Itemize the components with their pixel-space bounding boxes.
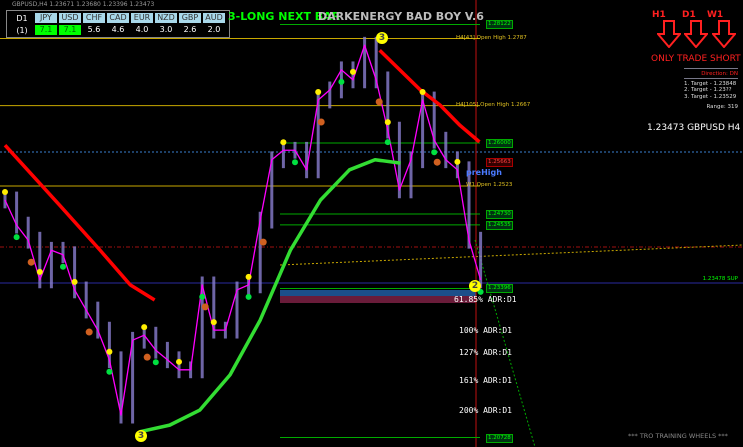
strength-usd: 7.1 [59, 25, 81, 35]
signal-dot-yellow [71, 278, 78, 285]
currency-eur: EUR [131, 13, 153, 23]
signal-dot-orange [259, 238, 267, 246]
signal-dot-yellow [280, 139, 287, 146]
adr-161: 161% ADR:D1 [459, 376, 512, 385]
trend-label-d1: D1 [682, 10, 696, 20]
signal-dot-orange [433, 158, 441, 166]
target-1: 1. Target - 1.23848 [684, 80, 737, 87]
timeframe-label: D1 [16, 13, 28, 23]
signal-dot-yellow [384, 119, 391, 126]
level-label: 1.20728 [486, 433, 513, 443]
signal-dot-green [384, 139, 391, 146]
signal-dot-yellow [454, 158, 461, 165]
signal-dot-yellow [36, 268, 43, 275]
bar-count-current: 2 [469, 280, 481, 292]
arrow-down-icon [657, 20, 681, 48]
bar-count-top: 3 [376, 32, 388, 44]
signal-dot-orange [27, 258, 35, 266]
strength-aud: 2.0 [207, 25, 221, 34]
level-label: 1.25663 [486, 157, 513, 167]
signal-dot-green [13, 234, 20, 241]
signal-dot-yellow [176, 358, 182, 365]
signal-dot-green [245, 293, 252, 300]
signal-dot-green [106, 368, 113, 375]
level-label: 1.23396 [486, 284, 513, 294]
currency-usd: USD [59, 13, 81, 23]
signal-dot-green [152, 359, 159, 366]
signal-dot-yellow [141, 324, 148, 331]
currency-nzd: NZD [155, 13, 177, 23]
adr-zone-maroon [280, 296, 476, 303]
slow-ma-green [139, 158, 401, 434]
level-label: H4[43] Open High 1.2787 [456, 34, 527, 41]
signal-dot-orange [143, 353, 151, 361]
strength-chf: 5.6 [87, 25, 101, 34]
range: Range: 319 [706, 104, 738, 110]
prehigh-label: preHigh [466, 168, 502, 177]
signal-dot-green [338, 78, 345, 85]
arrow-down-icon [684, 20, 708, 48]
strength-gbp: 2.6 [183, 25, 197, 34]
level-label: W1 Open 1.2523 [466, 182, 513, 189]
slow-ma-red [378, 49, 481, 144]
currency-jpy: JPY [35, 13, 57, 23]
row-label: (1) [16, 25, 28, 35]
signal-dot-green [292, 159, 298, 166]
trend-label-h1: H1 [652, 10, 666, 20]
signal-dot-green [60, 263, 66, 270]
arrow-down-icon [712, 20, 736, 48]
trade-advice: ONLY TRADE SHORT [651, 54, 741, 64]
level-label: 1.23478 SUP [702, 275, 738, 282]
signal-dot-yellow [245, 273, 252, 280]
signal-dot-yellow [106, 348, 113, 355]
strength-jpy: 7.1 [35, 25, 57, 35]
trend-line [279, 244, 743, 266]
currency-chf: CHF [83, 13, 105, 23]
signal-dot-green [431, 149, 438, 156]
signal-dot-orange [201, 303, 209, 311]
currency-aud: AUD [203, 13, 225, 23]
adr-200: 200% ADR:D1 [459, 406, 512, 415]
currency-cad: CAD [107, 13, 129, 23]
strength-nzd: 3.0 [159, 25, 173, 34]
signal-dot-orange [85, 328, 93, 336]
adr-127: 127% ADR:D1 [459, 348, 512, 357]
projection-line [474, 239, 536, 447]
symbol-info: GBPUSD,H4 1.23671 1.23680 1.23396 1.2347… [12, 1, 155, 8]
signal-dot-yellow [419, 88, 426, 95]
currency-gbp: GBP [179, 13, 201, 23]
signal-dot-green [199, 293, 206, 300]
currency-strength-table: D1 JPY USD CHF CAD EUR NZD GBP AUD (1) 7.1 7.1 5.… [6, 10, 230, 38]
level-label: 1.28122 [486, 20, 513, 30]
signal-dot-orange [317, 118, 325, 126]
level-label: H4[105] Open High 1.2667 [456, 101, 531, 108]
direction: Direction: DN [684, 71, 738, 79]
level-label: 1.26000 [486, 139, 513, 148]
bar-count-bottom: 3 [135, 430, 147, 442]
footer-text: *** TRO TRAINING WHEELS *** [628, 432, 728, 440]
signal-dot-yellow [350, 68, 356, 75]
adr-zone-blue [280, 290, 476, 296]
signal-dot-yellow [315, 88, 322, 95]
indicator-title: DARKENERGY BAD BOY V.6 [318, 10, 484, 23]
target-panel: Direction: DN 1. Target - 1.23848 2. Tar… [684, 68, 738, 111]
strength-cad: 4.6 [111, 25, 125, 34]
level-label: 1.24535 [486, 220, 513, 230]
trend-label-w1: W1 [707, 10, 724, 20]
adr-61: 61.85% ADR:D1 [454, 295, 517, 304]
current-price: 1.23473 GBPUSD H4 [647, 123, 741, 133]
signal-dot-yellow [210, 319, 217, 326]
fast-ma-line [4, 44, 482, 416]
target-2: 2. Target - 1.23?? [684, 87, 732, 93]
level-label: 1.24730 [486, 209, 513, 219]
adr-100: 100% ADR:D1 [459, 326, 512, 335]
signal-dot-orange [375, 98, 383, 106]
slow-ma-red [3, 144, 156, 302]
target-3: 3. Target - 1.23529 [684, 93, 737, 100]
signal-dot-yellow [2, 188, 8, 195]
strength-eur: 4.0 [135, 25, 149, 34]
signal-text: 3-LONG NEXT BAR [228, 10, 341, 23]
